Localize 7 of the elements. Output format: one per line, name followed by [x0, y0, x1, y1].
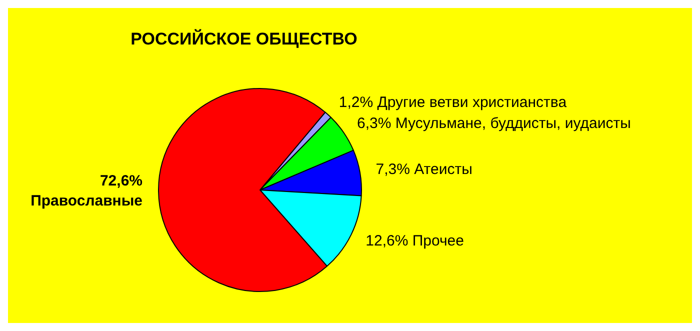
- slice-label: 12,6% Прочее: [366, 232, 464, 250]
- slice-label: 6,3% Мусульмане, буддисты, иудаисты: [357, 114, 631, 132]
- slice-label: 1,2% Другие ветви христианства: [338, 94, 568, 112]
- slice-label: Православные: [30, 192, 143, 210]
- chart-title: РОССИЙСКОЕ ОБЩЕСТВО: [130, 28, 358, 49]
- slice-label: 7,3% Атеисты: [376, 161, 472, 178]
- data-label: 72,6%: [100, 172, 143, 190]
